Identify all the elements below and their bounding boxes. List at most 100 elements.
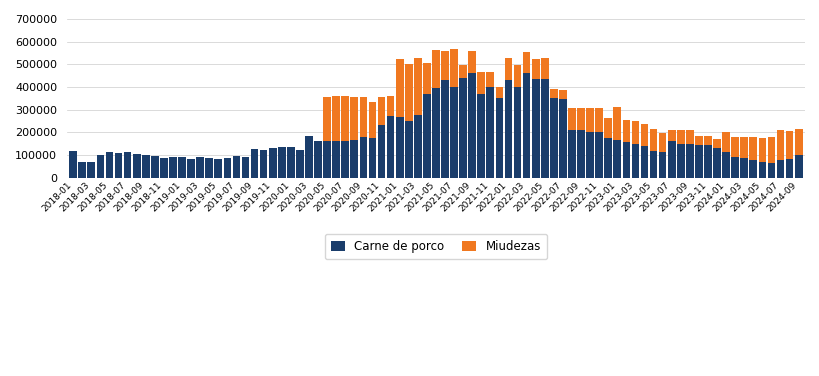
Bar [640,124,648,146]
Bar [169,157,177,177]
Bar [595,132,602,177]
Bar [369,102,376,138]
Bar [676,130,684,144]
Bar [332,96,340,141]
Bar [205,158,213,177]
Bar [731,157,738,177]
Bar [523,73,530,177]
Bar [568,109,575,130]
Bar [287,147,294,177]
Bar [160,158,168,177]
Bar [631,144,639,177]
Bar [631,121,639,144]
Bar [568,130,575,177]
Bar [378,97,385,125]
Bar [595,109,602,132]
Bar [441,80,448,177]
Bar [740,158,747,177]
Bar [359,137,367,177]
Bar [649,151,657,177]
Bar [142,155,149,177]
Bar [695,136,702,145]
Bar [586,109,593,132]
Bar [740,137,747,158]
Bar [278,147,285,177]
Bar [649,129,657,151]
Bar [341,96,349,141]
Bar [513,65,521,87]
Bar [369,138,376,177]
Bar [314,141,322,177]
Bar [459,65,466,78]
Bar [749,160,756,177]
Bar [432,50,439,88]
Bar [387,117,394,177]
Bar [523,52,530,73]
Bar [704,136,711,145]
Bar [187,159,195,177]
Bar [776,130,784,160]
Bar [586,132,593,177]
Bar [341,141,349,177]
Bar [667,130,675,141]
Bar [504,58,512,80]
Bar [758,162,765,177]
Bar [133,154,140,177]
Bar [622,120,630,143]
Bar [215,159,222,177]
Bar [541,79,548,177]
Bar [640,146,648,177]
Bar [260,150,267,177]
Bar [504,80,512,177]
Bar [97,155,104,177]
Bar [686,130,693,144]
Bar [269,148,276,177]
Bar [441,51,448,80]
Bar [676,144,684,177]
Bar [414,58,421,115]
Bar [387,96,394,117]
Bar [550,98,557,177]
Bar [613,108,620,139]
Bar [658,133,666,152]
Bar [305,136,312,177]
Bar [767,138,774,163]
Bar [88,162,95,177]
Bar [713,148,720,177]
Bar [559,90,566,99]
Bar [378,125,385,177]
Bar [79,162,86,177]
Bar [477,71,485,94]
Bar [495,87,503,98]
Bar [667,141,675,177]
Bar [604,118,611,138]
Bar [196,157,204,177]
Bar [550,89,557,98]
Bar [532,79,539,177]
Bar [251,149,258,177]
Bar [758,138,765,162]
Bar [686,144,693,177]
Bar [233,156,240,177]
Bar [323,141,331,177]
Bar [106,152,113,177]
Bar [604,138,611,177]
Bar [350,97,358,140]
Bar [785,131,793,159]
Bar [749,137,756,160]
Bar [242,157,249,177]
Bar [70,151,77,177]
Bar [323,97,331,141]
Bar [414,115,421,177]
Bar [423,94,430,177]
Bar [432,88,439,177]
Bar [405,64,412,121]
Bar [794,155,802,177]
Bar [513,87,521,177]
Bar [450,87,457,177]
Bar [405,121,412,177]
Bar [350,140,358,177]
Bar [450,49,457,87]
Legend: Carne de porco, Miudezas: Carne de porco, Miudezas [324,234,546,259]
Bar [559,99,566,177]
